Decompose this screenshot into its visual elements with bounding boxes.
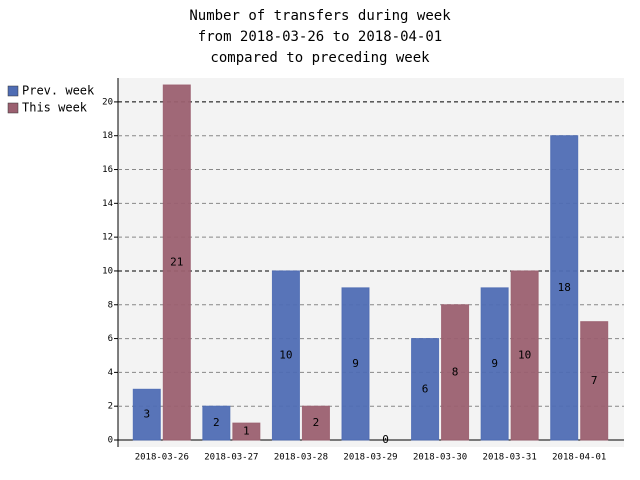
bar: [202, 405, 231, 441]
value-label: 3: [143, 408, 150, 421]
value-label: 2: [213, 416, 220, 429]
bar: [550, 135, 579, 441]
x-tick-label: 2018-03-31: [483, 453, 537, 463]
value-label: 8: [452, 365, 459, 378]
legend-label: Prev. week: [22, 84, 95, 98]
value-label: 6: [422, 382, 429, 395]
y-tick-label: 2: [108, 402, 113, 412]
value-label: 10: [279, 348, 292, 361]
chart-title: from 2018-03-26 to 2018-04-01: [198, 29, 442, 45]
bar: [341, 287, 370, 441]
value-label: 0: [382, 433, 389, 446]
x-tick-label: 2018-03-30: [413, 453, 467, 463]
value-label: 18: [558, 281, 571, 294]
bar: [411, 338, 440, 441]
y-tick-label: 16: [102, 165, 113, 175]
y-tick-label: 8: [108, 300, 113, 310]
y-tick-label: 10: [102, 266, 113, 276]
x-tick-label: 2018-03-27: [204, 453, 258, 463]
y-tick-label: 4: [108, 368, 113, 378]
y-tick-label: 0: [108, 436, 113, 446]
bar: [441, 304, 470, 441]
value-label: 9: [491, 357, 498, 370]
bar: [510, 270, 539, 441]
x-tick-label: 2018-04-01: [552, 453, 606, 463]
legend-label: This week: [22, 101, 88, 115]
y-tick-label: 12: [102, 233, 113, 243]
chart-title: Number of transfers during week: [189, 8, 451, 24]
value-label: 7: [591, 374, 598, 387]
value-label: 21: [170, 256, 183, 269]
legend-swatch: [7, 85, 19, 97]
x-tick-label: 2018-03-29: [343, 453, 397, 463]
chart-title: compared to preceding week: [210, 50, 430, 66]
y-tick-label: 14: [102, 199, 113, 209]
x-tick-label: 2018-03-26: [135, 453, 189, 463]
value-label: 1: [243, 425, 250, 438]
y-tick-label: 6: [108, 334, 113, 344]
bar: [301, 405, 330, 441]
bar: [132, 388, 161, 441]
x-tick-label: 2018-03-28: [274, 453, 328, 463]
legend-swatch: [7, 102, 19, 114]
y-tick-label: 18: [102, 131, 113, 141]
bar: [480, 287, 509, 441]
y-tick-label: 20: [102, 97, 113, 107]
bar: [232, 422, 261, 441]
bar: [271, 270, 300, 441]
value-label: 9: [352, 357, 359, 370]
value-label: 2: [313, 416, 320, 429]
plot-background: [118, 78, 624, 447]
bar: [162, 84, 191, 441]
bar: [580, 321, 609, 441]
value-label: 10: [518, 348, 531, 361]
